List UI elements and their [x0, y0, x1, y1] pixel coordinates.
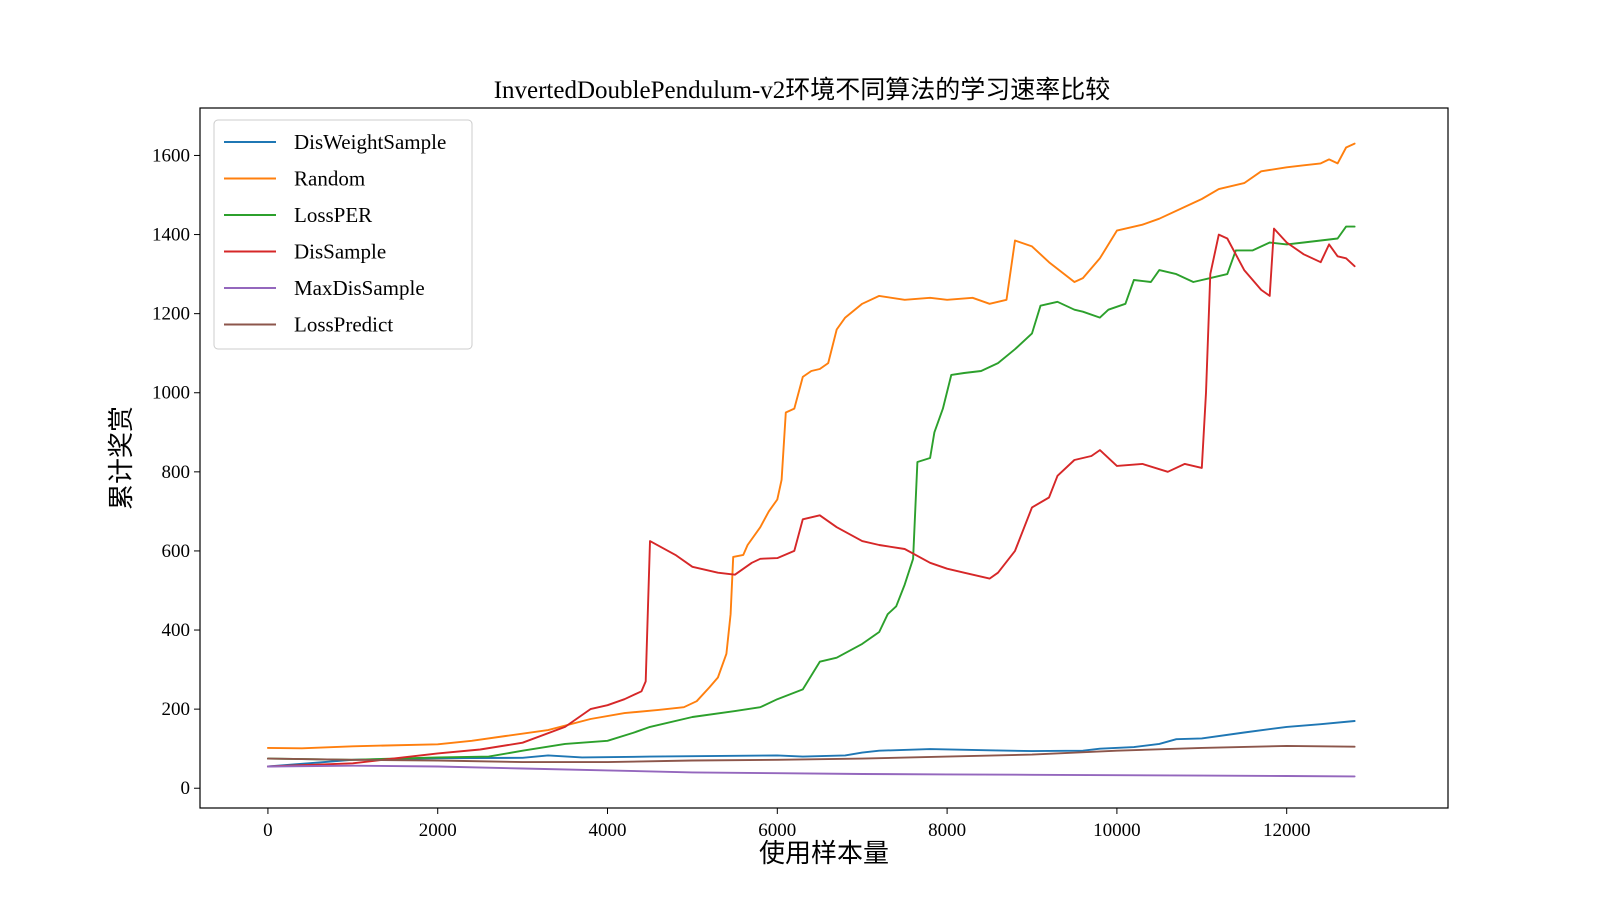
- x-tick-label: 12000: [1263, 820, 1311, 841]
- series-line-LossPER: [266, 225, 1356, 761]
- x-axis-label: 使用样本量: [759, 839, 889, 868]
- legend-entry: Random: [294, 167, 365, 191]
- legend: DisWeightSample Random LossPER DisSample Max…: [213, 119, 473, 350]
- series-line-MaxDisSample: [266, 764, 1356, 778]
- legend-entry: DisSample: [294, 240, 386, 264]
- legend-box: [213, 119, 473, 350]
- plot-frame: [199, 107, 1449, 809]
- y-tick-label: 1000: [152, 383, 190, 404]
- y-tick-label: 800: [162, 462, 191, 483]
- y-tick-label: 1400: [152, 225, 190, 246]
- y-tick-label: 400: [162, 620, 191, 641]
- x-tick-label: 10000: [1093, 820, 1141, 841]
- x-tick-label: 4000: [589, 820, 627, 841]
- legend-entry: DisWeightSample: [294, 130, 446, 154]
- chart-title: InvertedDoublePendulum-v2环境不同算法的学习速率比较: [494, 76, 1111, 104]
- y-tick-label: 200: [162, 699, 191, 720]
- series-line-LossPredict: [266, 744, 1356, 764]
- x-tick-label: 0: [263, 820, 273, 841]
- plot-lines: [266, 142, 1356, 778]
- x-axis: 0 2000 4000 6000 8000 10000 12000: [263, 808, 1310, 841]
- y-tick-label: 0: [181, 778, 191, 799]
- y-axis: 0 200 400 600 800 1000 1200 1400 1600: [152, 145, 200, 799]
- legend-entry: LossPER: [294, 203, 372, 227]
- legend-entry: LossPredict: [294, 313, 393, 337]
- series-line-DisWeightSample: [266, 720, 1356, 768]
- x-tick-label: 2000: [419, 820, 457, 841]
- series-line-DisSample: [266, 227, 1356, 768]
- y-tick-label: 600: [162, 541, 191, 562]
- x-tick-label: 8000: [928, 820, 966, 841]
- y-axis-label: 累计奖赏: [107, 406, 136, 510]
- legend-entry: MaxDisSample: [294, 276, 425, 300]
- x-tick-label: 6000: [758, 820, 796, 841]
- y-tick-label: 1200: [152, 304, 190, 325]
- series-line-Random: [266, 142, 1356, 750]
- y-tick-label: 1600: [152, 145, 190, 166]
